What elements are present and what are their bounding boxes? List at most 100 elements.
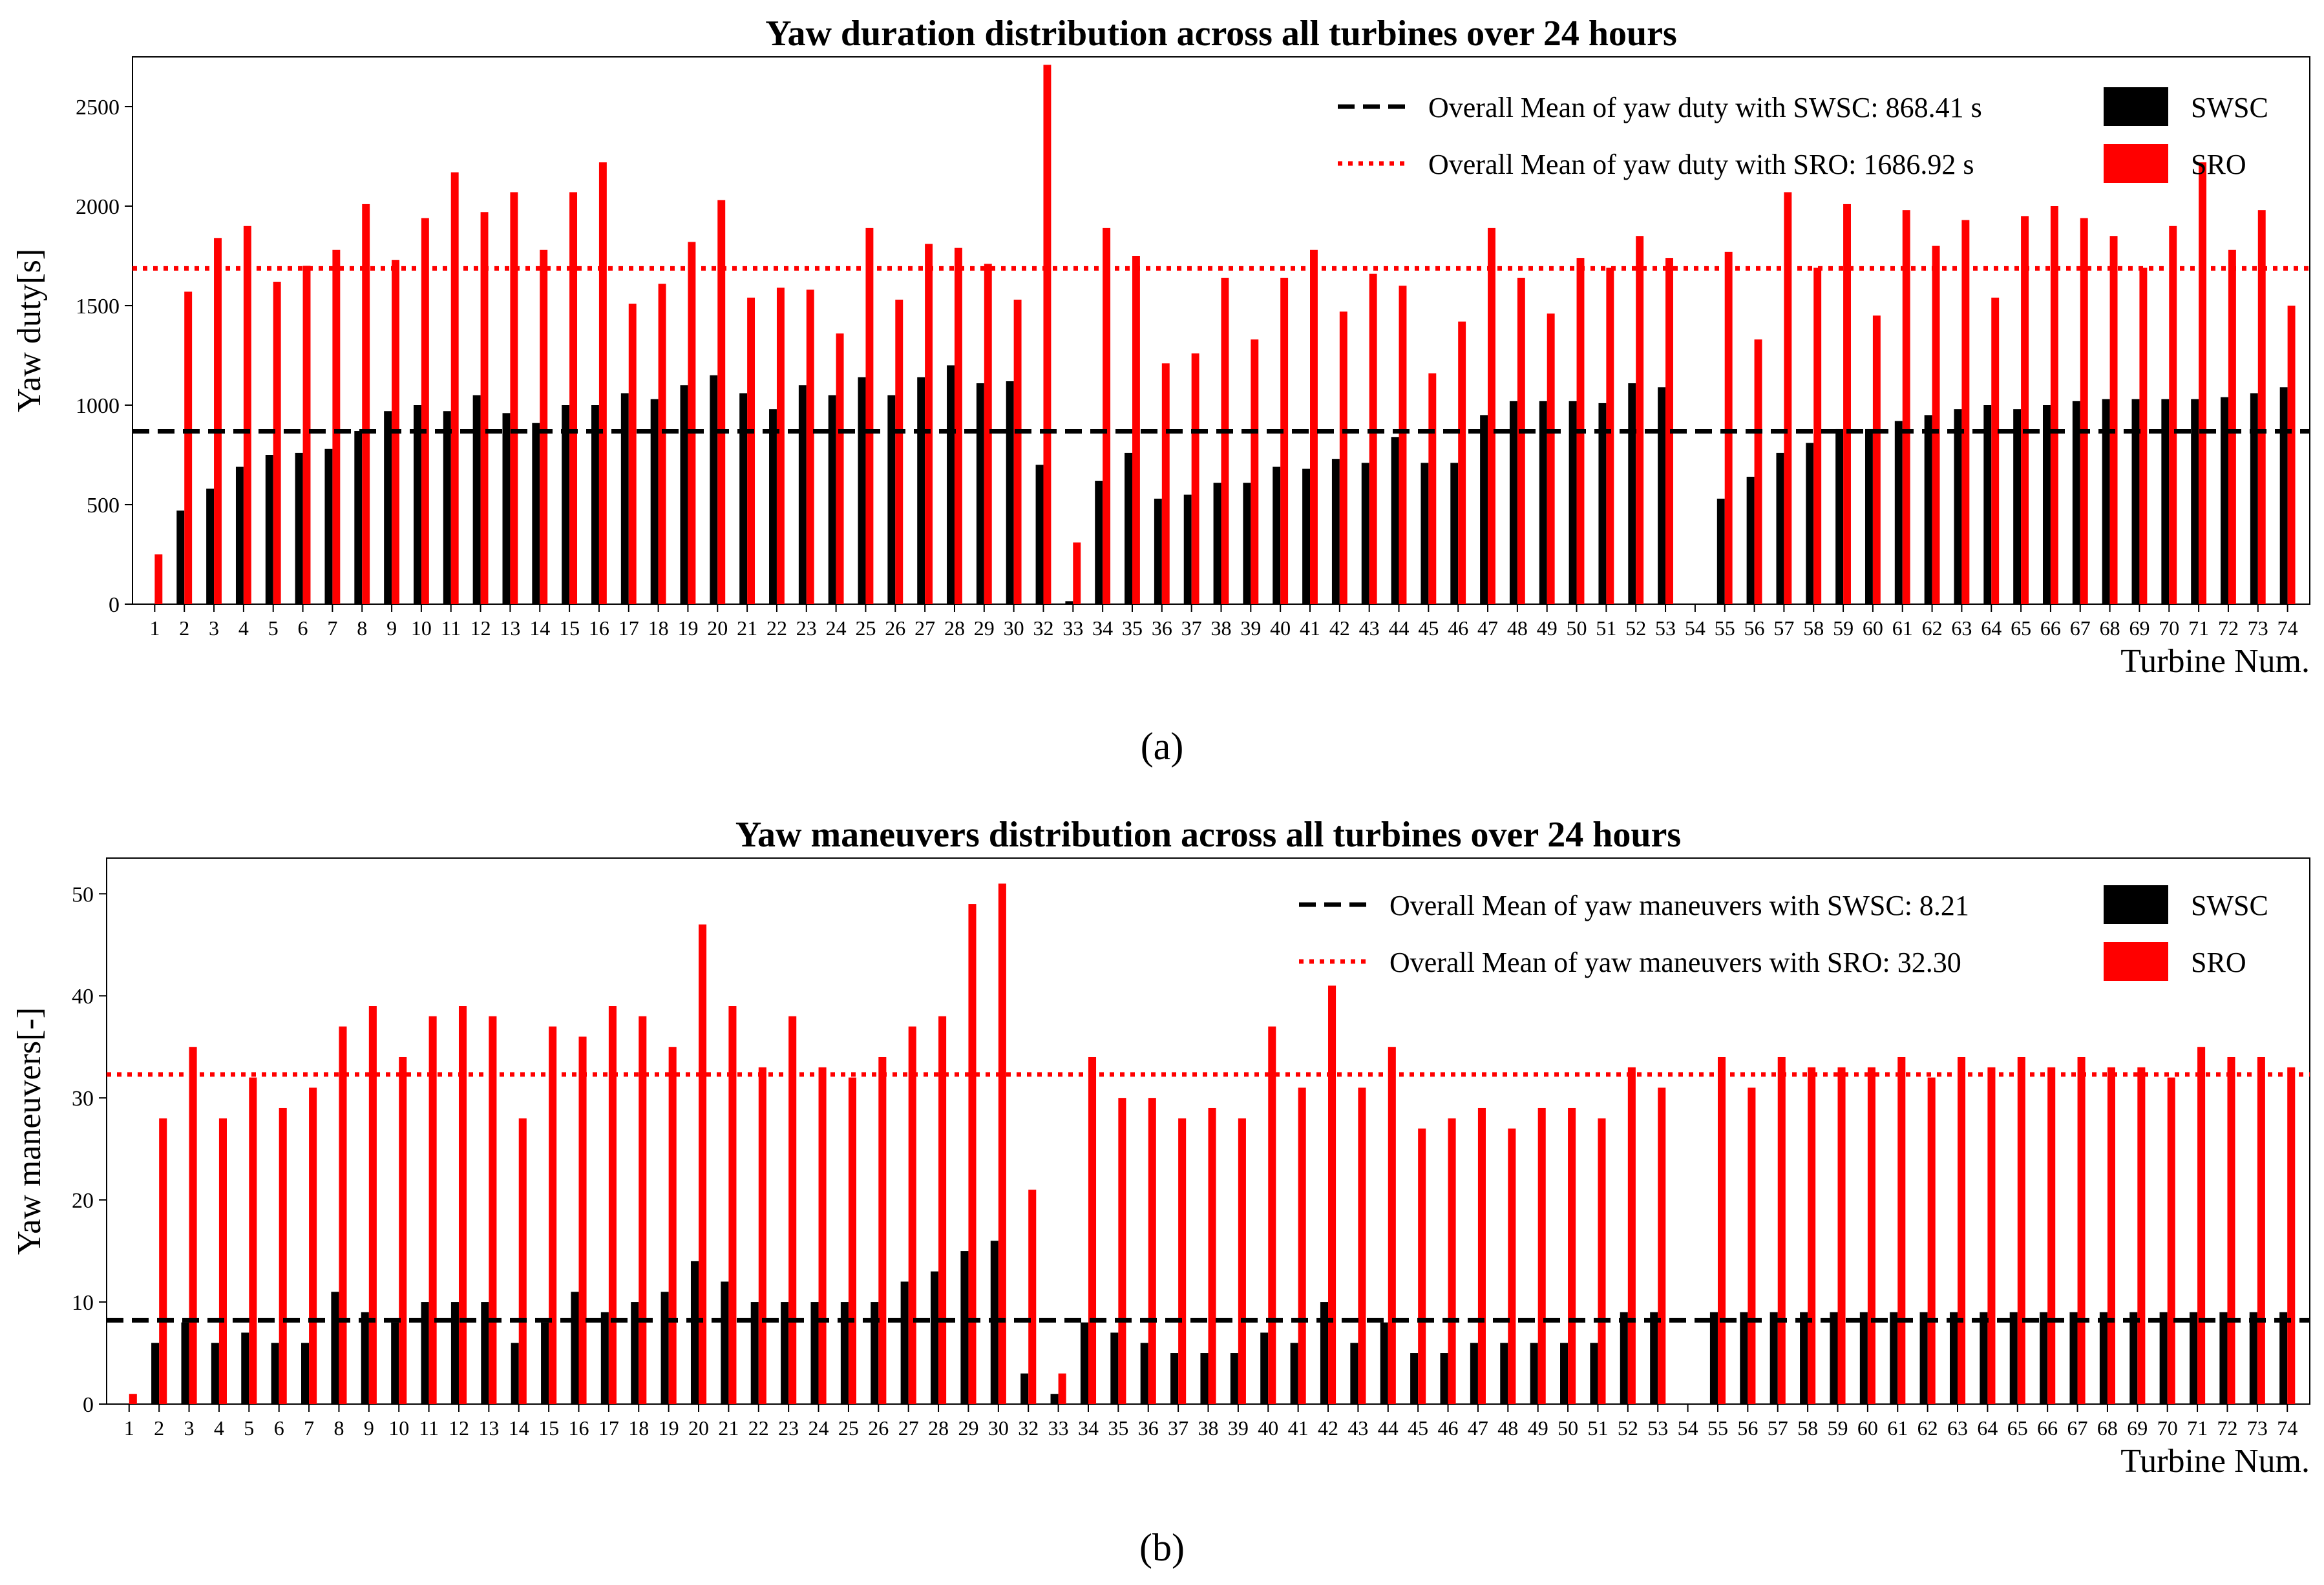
swsc-bar — [900, 1281, 909, 1404]
swsc-bar — [2069, 1312, 2078, 1404]
swsc-bar — [840, 1302, 849, 1404]
x-tick-label: 56 — [1744, 616, 1765, 640]
legend-swsc-label: SWSC — [2191, 92, 2268, 123]
sro-bar — [1897, 1056, 1906, 1404]
sro-bar — [1118, 1098, 1126, 1404]
y-tick-label: 2000 — [76, 195, 120, 219]
swsc-bar — [1628, 383, 1636, 604]
y-tick-label: 30 — [72, 1087, 94, 1111]
sro-bar — [480, 212, 489, 604]
y-tick-label: 1000 — [76, 394, 120, 418]
swsc-bar — [2102, 399, 2110, 604]
x-tick-label: 30 — [1004, 616, 1024, 640]
x-tick-label: 9 — [364, 1416, 374, 1440]
sro-bar — [747, 297, 755, 604]
x-tick-label: 66 — [2037, 1416, 2058, 1440]
x-tick-label: 43 — [1359, 616, 1380, 640]
sro-bar — [1636, 236, 1644, 604]
swsc-bar — [917, 377, 925, 604]
x-tick-label: 6 — [298, 616, 308, 640]
sro-bar — [2107, 1067, 2115, 1404]
sro-bar — [1991, 297, 2000, 604]
sro-bar — [758, 1067, 766, 1404]
swsc-bar — [1980, 1312, 1988, 1404]
x-tick-label: 52 — [1625, 616, 1646, 640]
swsc-bar — [481, 1302, 489, 1404]
swsc-bar — [1391, 437, 1399, 604]
swsc-bar — [1361, 463, 1369, 604]
sro-bar — [2139, 268, 2148, 605]
swsc-bar — [2279, 1312, 2288, 1404]
swsc-bar — [1421, 463, 1429, 604]
x-tick-label: 22 — [766, 616, 787, 640]
sro-bar — [668, 1047, 677, 1404]
x-tick-label: 5 — [244, 1416, 254, 1440]
sro-bar — [728, 1006, 737, 1404]
sro-bar — [908, 1026, 916, 1404]
x-tick-label: 73 — [2248, 616, 2268, 640]
swsc-bar — [1717, 498, 1725, 604]
swsc-bar — [324, 448, 333, 604]
x-tick-label: 40 — [1270, 616, 1291, 640]
swsc-bar — [1230, 1353, 1238, 1404]
x-tick-label: 15 — [559, 616, 580, 640]
sro-bar — [1724, 251, 1733, 605]
sro-bar — [788, 1016, 797, 1404]
sro-bar — [273, 282, 281, 604]
sro-bar — [2017, 1056, 2025, 1404]
x-tick-label: 5 — [268, 616, 279, 640]
sro-bar — [1388, 1047, 1396, 1404]
swsc-bar — [1835, 428, 1844, 604]
legend-sro-label: SRO — [2191, 947, 2246, 978]
x-tick-label: 4 — [238, 616, 249, 640]
sro-bar — [1927, 1077, 1936, 1404]
sro-bar — [776, 288, 785, 604]
x-tick-label: 72 — [2217, 1416, 2237, 1440]
sro-bar — [1517, 277, 1525, 604]
sro-bar — [1399, 286, 1407, 604]
x-tick-label: 18 — [648, 616, 669, 640]
x-tick-label: 29 — [974, 616, 995, 640]
sro-bar — [2080, 218, 2088, 605]
swsc-bar — [710, 375, 718, 604]
sro-bar — [818, 1067, 827, 1404]
swsc-bar — [931, 1271, 939, 1404]
sro-bar — [628, 303, 637, 604]
swsc-bar — [858, 377, 866, 604]
swsc-bar — [1302, 468, 1311, 604]
sro-bar — [1808, 1067, 1816, 1404]
x-tick-label: 73 — [2247, 1416, 2268, 1440]
sro-bar — [428, 1016, 437, 1404]
x-tick-label: 4 — [214, 1416, 224, 1440]
swsc-bar — [1746, 476, 1755, 604]
swsc-bar — [2043, 405, 2051, 604]
y-tick-label: 20 — [72, 1189, 94, 1213]
swsc-bar — [1410, 1353, 1419, 1404]
x-tick-label: 6 — [274, 1416, 284, 1440]
swsc-bar — [331, 1292, 339, 1404]
sro-bar — [1028, 1190, 1037, 1404]
sro-bar — [954, 247, 962, 604]
sro-bar — [309, 1087, 317, 1404]
swsc-bar — [620, 393, 629, 604]
x-tick-label: 44 — [1389, 616, 1410, 640]
x-tick-label: 21 — [718, 1416, 739, 1440]
sro-bar — [1073, 542, 1081, 604]
swsc-bar — [511, 1343, 519, 1404]
swsc-bar — [1740, 1312, 1748, 1404]
sro-bar — [518, 1118, 527, 1404]
chart-panel-a: Yaw duration distribution across all tur… — [11, 14, 2310, 768]
sro-bar — [510, 192, 518, 604]
x-tick-label: 24 — [808, 1416, 829, 1440]
swsc-bar — [1924, 415, 1932, 604]
swsc-bar — [151, 1343, 160, 1404]
x-tick-label: 58 — [1797, 1416, 1818, 1440]
swsc-bar — [1035, 465, 1044, 604]
swsc-bar — [947, 365, 955, 604]
sro-bar — [2287, 306, 2296, 604]
x-tick-label: 48 — [1507, 616, 1528, 640]
swsc-bar — [1440, 1353, 1448, 1404]
x-tick-label: 13 — [478, 1416, 499, 1440]
x-tick-label: 17 — [598, 1416, 619, 1440]
x-tick-label: 60 — [1863, 616, 1883, 640]
